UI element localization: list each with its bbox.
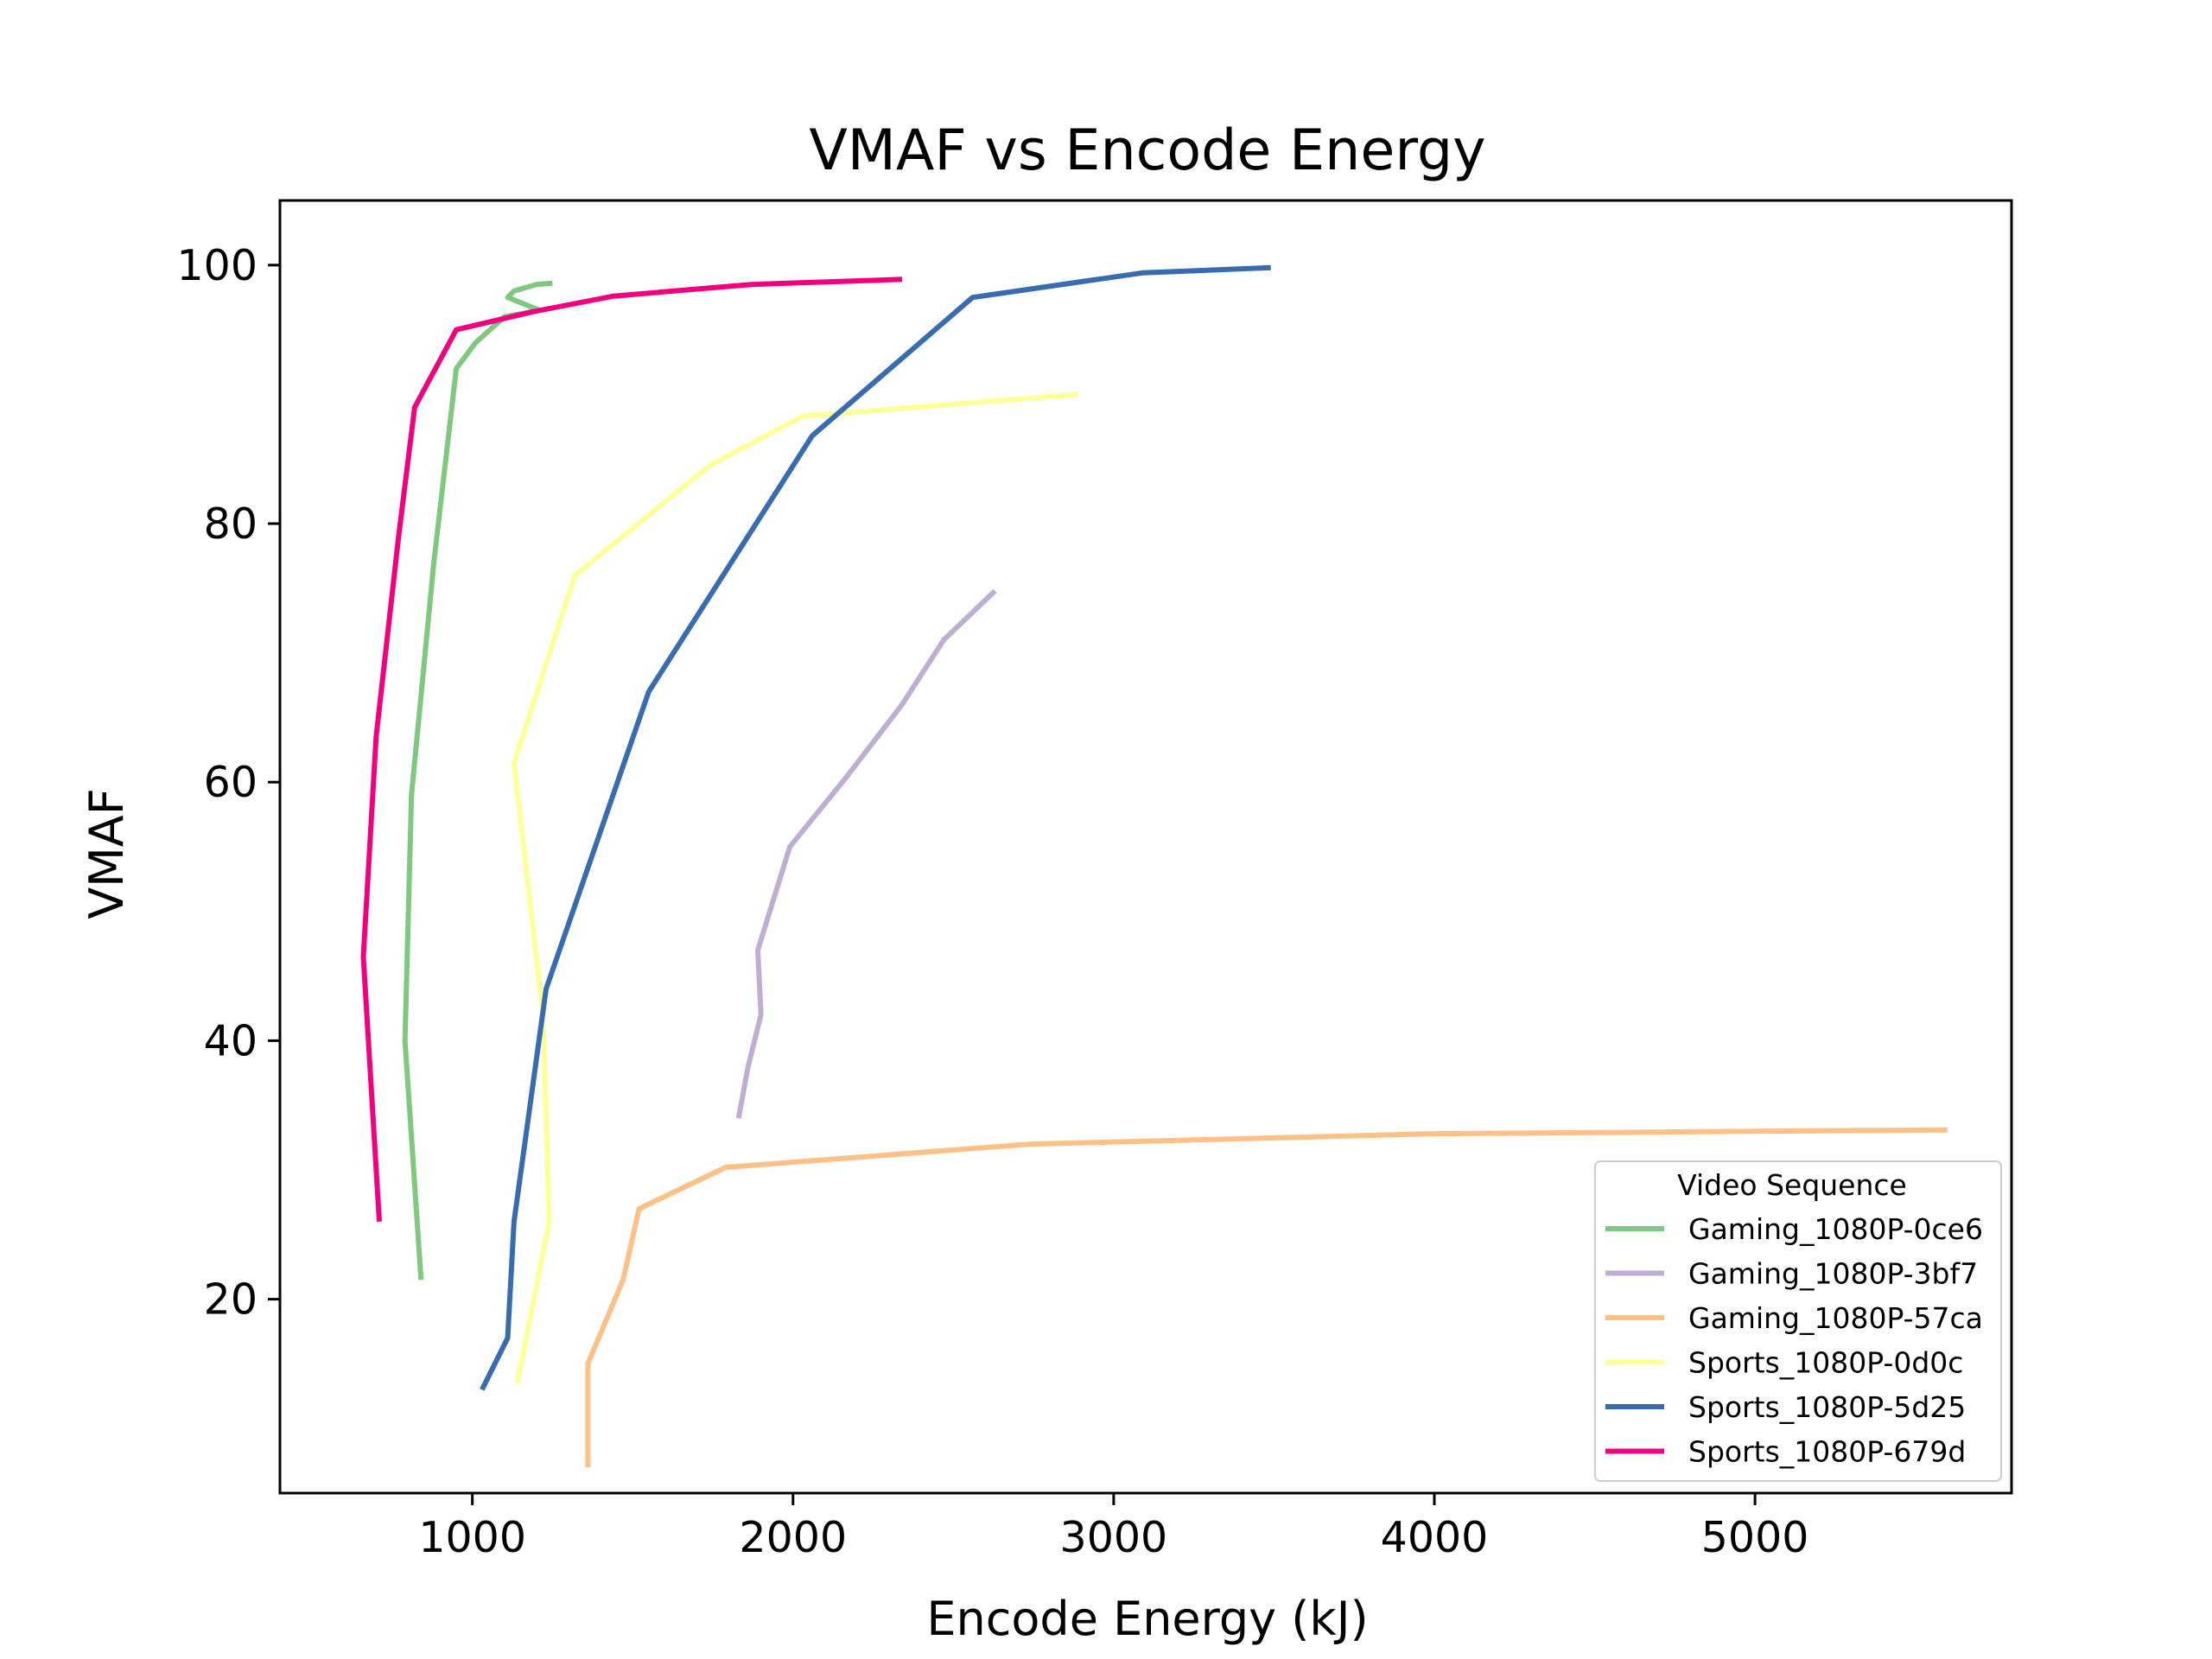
legend-label: Sports_1080P-679d xyxy=(1688,1435,1966,1469)
x-axis: 1000 2000 3000 4000 5000 xyxy=(418,1493,1808,1562)
plot-area xyxy=(360,264,1948,1468)
series-line-Sports_1080P-679d xyxy=(360,276,903,1222)
legend-label: Gaming_1080P-0ce6 xyxy=(1688,1212,1983,1246)
y-tick-label: 60 xyxy=(204,758,257,807)
y-tick-label: 40 xyxy=(204,1016,257,1065)
x-tick-label: 4000 xyxy=(1381,1513,1489,1562)
legend-title: Video Sequence xyxy=(1677,1168,1907,1202)
legend: Video Sequence Gaming_1080P-0ce6Gaming_1… xyxy=(1594,1160,2002,1482)
y-axis: 20 40 60 80 100 xyxy=(176,241,280,1325)
y-tick-label: 20 xyxy=(204,1275,257,1325)
series-line-Sports_1080P-5d25 xyxy=(480,264,1271,1391)
legend-label: Sports_1080P-5d25 xyxy=(1688,1390,1966,1424)
chart-title: VMAF vs Encode Energy xyxy=(809,118,1485,183)
series-line-Sports_1080P-0d0c xyxy=(511,391,1079,1384)
series-line-Gaming_1080P-57ca xyxy=(585,1127,1948,1468)
legend-box xyxy=(1594,1160,2002,1482)
series-line-Gaming_1080P-3bf7 xyxy=(735,588,997,1119)
x-tick-label: 2000 xyxy=(739,1513,847,1562)
legend-label: Gaming_1080P-57ca xyxy=(1688,1301,1983,1335)
legend-label: Sports_1080P-0d0c xyxy=(1688,1346,1963,1380)
x-tick-label: 1000 xyxy=(418,1513,526,1562)
series-line-Gaming_1080P-0ce6 xyxy=(402,280,553,1281)
x-tick-label: 3000 xyxy=(1060,1513,1168,1562)
y-tick-label: 80 xyxy=(204,499,257,549)
x-tick-label: 5000 xyxy=(1701,1513,1809,1562)
x-axis-label: Encode Energy (kJ) xyxy=(926,1592,1368,1646)
legend-entries: Gaming_1080P-0ce6 Gaming_1080P-3bf7 Gaming… xyxy=(1605,1212,1983,1469)
y-tick-label: 100 xyxy=(176,241,257,290)
y-axis-label: VMAF xyxy=(79,788,134,919)
axes-frame xyxy=(278,199,2013,1495)
legend-label: Gaming_1080P-3bf7 xyxy=(1688,1257,1978,1291)
